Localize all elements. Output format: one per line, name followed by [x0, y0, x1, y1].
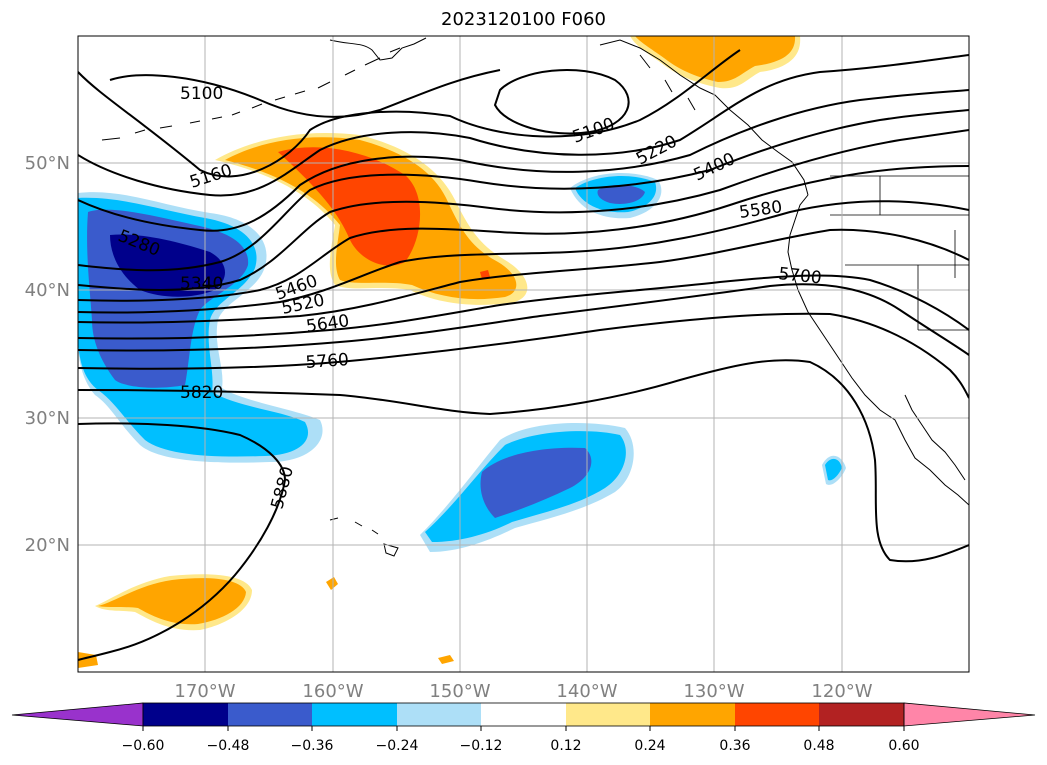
contour-5100-closed [493, 69, 630, 135]
gridlines [78, 36, 969, 672]
colorbar-frame [142, 702, 905, 727]
contour-5400 [78, 129, 969, 291]
contour-label-5340: 5340 [180, 274, 223, 294]
colorbar-tick-label: −0.60 [122, 738, 165, 754]
contour-5280 [78, 89, 969, 232]
contour-5700 [78, 283, 969, 356]
colorbar-tick-label: 0.12 [550, 738, 581, 754]
lat-label-40n: 40°N [25, 280, 70, 301]
contour-label-5700: 5700 [777, 264, 822, 288]
map-title: 2023120100 F060 [441, 9, 606, 30]
colorbar-bin-9 [819, 703, 904, 726]
colorbar-bin-1 [143, 703, 228, 726]
baja-coast [904, 394, 966, 481]
northeast-negative-blob-deep [597, 184, 645, 204]
lat-label-20n: 20°N [25, 535, 70, 556]
lon-label-150w: 150°W [429, 681, 490, 702]
longitude-labels: 170°W 160°W 150°W 140°W 130°W 120°W [174, 681, 872, 702]
colorbar-tick-label: −0.48 [207, 738, 250, 754]
lon-label-170w: 170°W [174, 681, 235, 702]
colorbar-bin-7 [650, 703, 735, 726]
contour-5580 [78, 228, 969, 324]
colorbar-bin-6 [566, 703, 650, 726]
contour-5220 [78, 54, 969, 197]
contour-5160 [78, 49, 741, 178]
lat-label-30n: 30°N [25, 408, 70, 429]
map-frame [77, 35, 970, 673]
latitude-labels: 50°N 40°N 30°N 20°N [25, 153, 70, 556]
colorbar-tick-label: 0.36 [719, 738, 750, 754]
positive-anomaly-regions [78, 36, 801, 668]
lon-label-140w: 140°W [556, 681, 617, 702]
colorbar-bin-4 [397, 703, 481, 726]
state-borders [830, 175, 969, 331]
contour-5820 [78, 359, 969, 563]
contour-5100-west [109, 69, 501, 118]
coastal-negative-blob-core [825, 458, 842, 481]
negative-anomaly-regions [78, 173, 846, 552]
lon-label-130w: 130°W [683, 681, 744, 702]
colorbar-tick-label: 0.60 [888, 738, 919, 754]
lon-label-120w: 120°W [811, 681, 872, 702]
northeast-positive-blob-core [635, 36, 796, 82]
height-contours [78, 49, 969, 661]
contour-5340 [78, 109, 969, 272]
southwest-positive-blob-core [98, 578, 246, 625]
coastlines [101, 37, 969, 557]
colorbar-bin-8 [735, 703, 819, 726]
colorbar-bin-3 [312, 703, 397, 726]
colorbar-tick-label: 0.48 [803, 738, 834, 754]
aleutian-islands [101, 47, 401, 141]
central-negative-blob-deep [480, 447, 592, 518]
contour-5520 [78, 200, 969, 314]
us-west-coast [787, 194, 969, 506]
contour-5760 [78, 312, 969, 399]
colorbar-bin-5 [481, 703, 566, 726]
small-positive-speck-2 [438, 655, 454, 664]
lon-label-160w: 160°W [302, 681, 363, 702]
contour-label-5100-west: 5100 [180, 84, 223, 104]
colorbar-ticks [142, 726, 905, 731]
contour-label-5820: 5820 [180, 383, 223, 403]
contour-label-5760: 5760 [305, 350, 350, 373]
contour-5460 [78, 165, 969, 302]
colorbar-min-extend [11, 702, 144, 727]
colorbar-tick-label: 0.24 [634, 738, 665, 754]
southeast-alaska-bc-coast [599, 39, 809, 196]
map-plot-area: 5100 5100 5160 5220 5280 5340 5400 5460 … [78, 36, 969, 672]
colorbar-max-extend [903, 702, 1036, 727]
west-negative-blob-darkest [110, 234, 226, 297]
colorbar-tick-label: −0.24 [376, 738, 419, 754]
lat-label-50n: 50°N [25, 153, 70, 174]
colorbar-bin-2 [228, 703, 312, 726]
colorbar-tick-label: −0.36 [291, 738, 334, 754]
contour-5880 [78, 422, 287, 661]
colorbar: −0.60 −0.48 −0.36 −0.24 −0.12 0.12 0.24 … [11, 702, 1036, 754]
central-positive-speck [480, 270, 490, 279]
colorbar-tick-label: −0.12 [460, 738, 503, 754]
hawaii-islands [329, 517, 399, 557]
contour-5640 [78, 274, 969, 340]
alaska-coast [329, 37, 427, 61]
small-positive-speck-1 [326, 577, 338, 590]
